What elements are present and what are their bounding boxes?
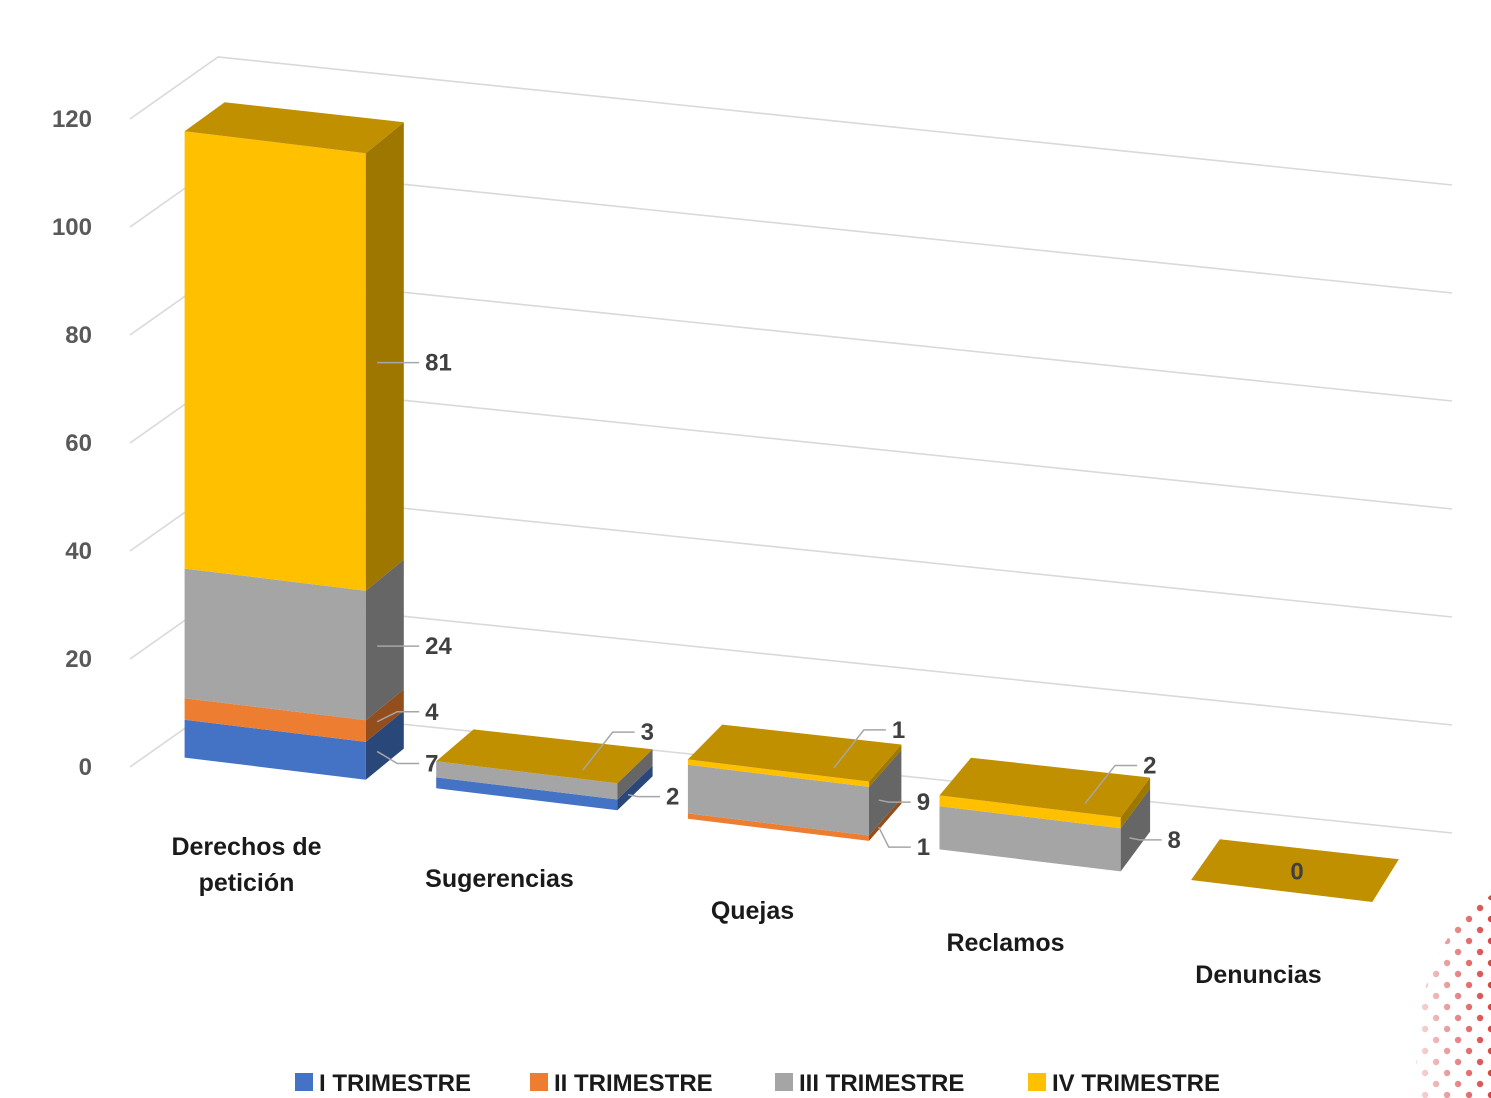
bar-segment-front [687,813,869,841]
bar-segment-side [365,689,404,742]
category-label: Reclamos [946,929,1064,957]
bar-segment-side [365,559,404,721]
bars [184,102,1399,902]
label-leader-line [833,729,886,769]
legend-label: IV TRIMESTRE [1052,1070,1220,1097]
category-label: Sugerencias [425,865,574,893]
legend-label: III TRIMESTRE [799,1070,964,1097]
y-tick-label: 120 [52,106,92,133]
gridline [129,56,1453,186]
data-label: 2 [1143,752,1156,779]
y-tick-label: 100 [52,214,92,241]
category-label: petición [199,869,295,897]
label-leader-line [627,793,660,798]
label-leader-line [1084,764,1138,804]
bar-segment-side [365,710,404,780]
bar-segment-front [184,131,366,591]
data-label: 7 [425,750,438,777]
bar-top-face [184,102,404,154]
bar-segment-front [939,795,1121,829]
bar-segment-side [869,744,902,787]
legend: I TRIMESTRE II TRIMESTRE III TRIMESTRE IV T… [295,1070,1220,1097]
bar-segment-front [687,764,869,836]
data-label: 24 [425,633,452,660]
y-tick-label: 60 [65,430,92,457]
label-leader-line [376,711,420,723]
data-label: 1 [917,834,930,861]
data-label: 4 [425,699,439,726]
legend-label: II TRIMESTRE [554,1070,713,1097]
category-label: Denuncias [1195,961,1321,989]
legend-label: I TRIMESTRE [319,1070,471,1097]
bar-top-face [939,757,1151,818]
bar-segment-front [436,761,618,800]
legend-swatch [530,1073,548,1091]
bar-segment-front [436,777,618,811]
legend-swatch [1028,1073,1046,1091]
legend-swatch [775,1073,793,1091]
y-tick-label: 80 [65,322,92,349]
category-label: Derechos de [171,833,321,861]
bar-top-face [687,724,902,782]
bar-segment-side [1120,788,1151,872]
dotted-logo-decoration [1416,895,1491,1098]
bar-segment-side [1120,777,1151,829]
bar-segment-front [184,698,366,742]
label-leader-line [582,731,635,771]
x-axis-categories: Derechos de petición Sugerencias Quejas Recl… [171,833,1321,989]
bar-segment-side [869,749,902,836]
label-leader-line [878,799,911,803]
bar-segment-side [617,765,653,811]
bar-segment-front [184,568,366,721]
bar-segment-side [365,122,404,591]
bar-segment-side [869,798,902,841]
data-label: 81 [425,350,452,377]
y-tick-label: 0 [79,754,92,781]
bar-segment-side [617,749,653,800]
data-labels: 7 4 24 81 2 3 1 9 1 8 2 0 [425,350,1304,886]
bar-segment-front [687,759,869,787]
label-leader-line [376,750,420,765]
data-label: 0 [1290,859,1303,886]
bar-segment-front [939,806,1121,872]
legend-swatch [295,1073,313,1091]
y-tick-label: 20 [65,646,92,673]
data-label: 9 [917,789,930,816]
label-leader-line [1129,837,1162,841]
category-label: Quejas [711,897,794,925]
y-axis: 0 20 40 60 80 100 120 [52,106,92,781]
data-label: 2 [666,784,679,811]
bar-top-face [1191,839,1399,902]
y-tick-label: 40 [65,538,92,565]
data-label: 8 [1168,827,1181,854]
data-label: 1 [892,717,905,744]
label-leader-line [878,826,911,848]
data-label: 3 [641,719,654,746]
bar-top-face [436,729,653,784]
bar-segment-front [184,719,366,780]
label-leader-lines [376,361,1162,848]
